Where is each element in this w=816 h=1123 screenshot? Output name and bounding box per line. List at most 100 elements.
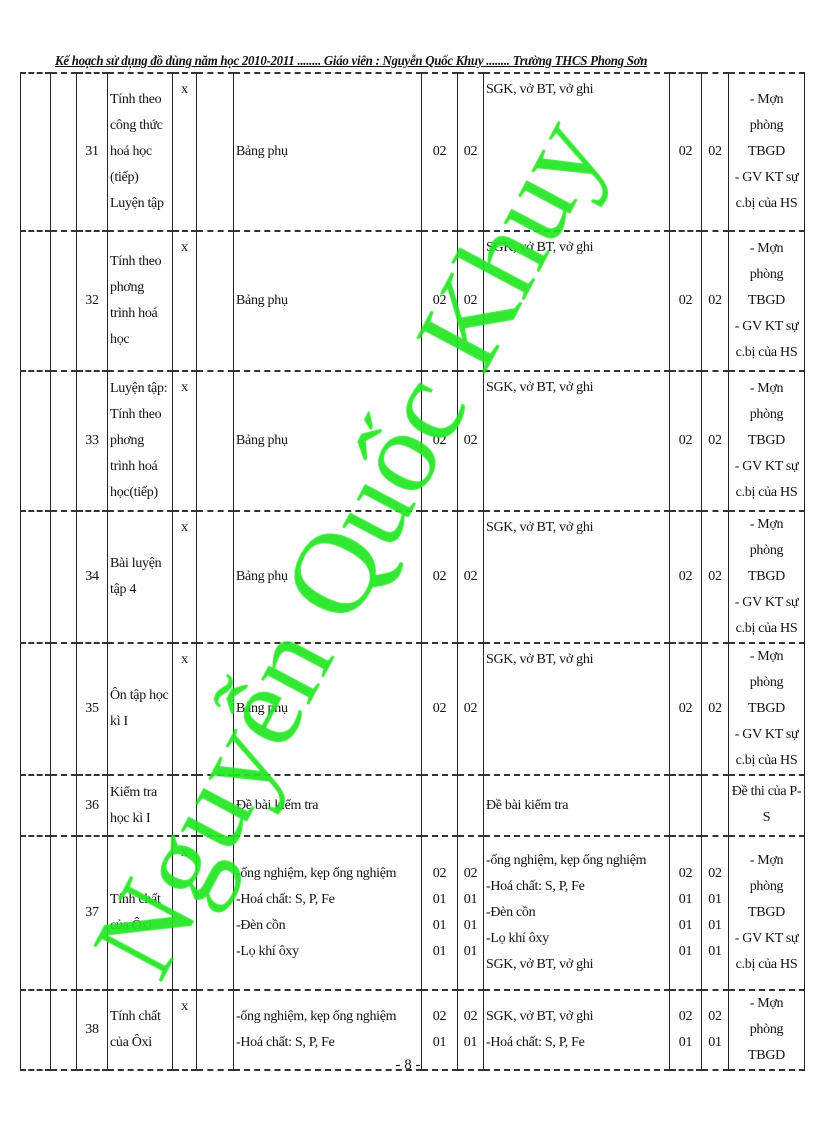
blank-col-3 — [196, 72, 234, 232]
lesson-title-line: (tiếp) — [110, 170, 139, 185]
quantity-2-line: 02 — [463, 866, 478, 881]
quantity-4-line: 02 — [708, 569, 722, 584]
lesson-title-line: Luyện tập — [110, 196, 164, 211]
quantity-4-line: 01 — [708, 1035, 722, 1050]
student-equipment-line: -Hoá chất: S, P, Fe — [486, 879, 585, 894]
blank-col-1 — [20, 370, 51, 512]
blank-col-1 — [20, 835, 51, 991]
notes-line: - GV KT sự — [734, 931, 799, 946]
lesson-title-line: học(tiếp) — [110, 485, 158, 500]
quantity-1-line: 02 — [432, 569, 447, 584]
lesson-title-line: học kì I — [110, 810, 151, 826]
blank-col-3 — [196, 642, 234, 776]
quantity-3-line: 02 — [678, 293, 693, 308]
blank-col-3 — [196, 370, 234, 512]
lesson-title-line: Ôn tập học — [110, 688, 169, 703]
teacher-equipment: Bảng phụ — [233, 370, 422, 512]
notes-line: - GV KT sự — [734, 727, 799, 742]
teacher-equipment: Đề bài kiểm tra — [233, 774, 422, 837]
lesson-title-line: Kiểm tra — [110, 784, 157, 800]
quantity-2-line: 01 — [463, 918, 478, 933]
table-row: 37 Tính chất của Ôxi x -ống nghiệm, kẹp ống … — [20, 835, 805, 991]
mark-x: x — [172, 642, 197, 776]
teacher-equipment-line: Bảng phụ — [236, 144, 288, 159]
quantity-4-line: 02 — [708, 144, 722, 159]
quantity-3-line: 02 — [678, 433, 693, 448]
mark-x: x — [172, 370, 197, 512]
quantity-2-line: 02 — [463, 701, 478, 716]
quantity-3-line: 01 — [678, 892, 693, 907]
quantity-1-line: 01 — [432, 1035, 447, 1050]
notes: - Mợn phòng TBGD - GV KT sự c.bị của HS — [728, 835, 805, 991]
quantity-2: 02 — [457, 370, 484, 512]
quantity-1-line: 02 — [432, 433, 447, 448]
notes-line: - Mợn — [749, 92, 784, 107]
teacher-equipment: -ống nghiệm, kẹp ống nghiệm -Hoá chất: S,… — [233, 835, 422, 991]
notes-line: c.bị của HS — [735, 485, 798, 500]
quantity-4-line: 02 — [708, 433, 722, 448]
quantity-1: 02 — [421, 230, 458, 372]
student-equipment-line: -Lọ khí ôxy — [486, 931, 549, 946]
blank-col-3 — [196, 230, 234, 372]
lesson-number: 32 — [76, 230, 108, 372]
notes-line: - Mợn — [749, 241, 784, 256]
student-equipment-line: SGK, vở BT, vở ghi — [486, 240, 594, 255]
notes-line: phòng TBGD — [748, 675, 785, 716]
quantity-4: 02 — [701, 230, 729, 372]
quantity-4 — [701, 774, 729, 837]
quantity-2: 02 — [457, 510, 484, 644]
teacher-equipment-line: -Lọ khí ôxy — [236, 944, 299, 959]
notes-line: c.bị của HS — [735, 957, 798, 972]
notes-line: - Mợn — [749, 853, 784, 868]
notes: Đề thi của P- S — [728, 774, 805, 837]
lesson-title-line: tập 4 — [110, 582, 137, 597]
blank-col-2 — [50, 230, 77, 372]
quantity-2: 02 — [457, 642, 484, 776]
quantity-2 — [457, 774, 484, 837]
quantity-1: 02 — [421, 510, 458, 644]
teacher-equipment: Bảng phụ — [233, 510, 422, 644]
notes-line: phòng TBGD — [748, 543, 785, 584]
notes-line: phòng TBGD — [748, 118, 785, 159]
quantity-2-line: 01 — [463, 892, 478, 907]
blank-col-1 — [20, 230, 51, 372]
student-equipment-line: SGK, vở BT, vở ghi — [486, 652, 594, 667]
quantity-2: 02 — [457, 230, 484, 372]
table-row: 35 Ôn tập học kì I x Bảng phụ 02 02 SGK, vở BT,… — [20, 642, 805, 776]
lesson-title-line: trình hoá — [110, 459, 158, 474]
quantity-2-line: 01 — [463, 1035, 478, 1050]
lesson-title-line: Tính theo — [110, 254, 162, 269]
quantity-3-line: 02 — [678, 144, 693, 159]
blank-col-2 — [50, 72, 77, 232]
page-number: - 8 - — [395, 1057, 421, 1073]
lesson-title-line: phơng — [110, 280, 144, 295]
quantity-3: 02 — [669, 642, 702, 776]
notes-line: c.bị của HS — [735, 621, 798, 636]
quantity-1-line: 02 — [432, 293, 447, 308]
quantity-3-line: 01 — [678, 1035, 693, 1050]
quantity-4-line: 01 — [708, 918, 722, 933]
lesson-title-line: công thức — [110, 118, 163, 133]
quantity-3: 02 — [669, 370, 702, 512]
notes-line: - GV KT sự — [734, 319, 799, 334]
table-row: 31 Tính theo công thức hoá học (tiếp) Luyện t… — [20, 72, 805, 232]
quantity-3-line: 02 — [678, 701, 693, 716]
lesson-title: Ôn tập học kì I — [107, 642, 173, 776]
lesson-title: Tính theo công thức hoá học (tiếp) Luyện tập — [107, 72, 173, 232]
quantity-4-line: 01 — [708, 892, 722, 907]
lesson-number: 31 — [76, 72, 108, 232]
lesson-title-line: của Ôxi — [110, 1035, 152, 1050]
quantity-3-line: 02 — [678, 1009, 693, 1024]
notes-line: c.bị của HS — [735, 753, 798, 768]
quantity-4-line: 02 — [708, 293, 722, 308]
quantity-1-line: 01 — [432, 892, 447, 907]
quantity-1: 02 — [421, 370, 458, 512]
mark-x: x — [172, 72, 197, 232]
page-header: Kế hoạch sử dụng đồ dùng năm học 2010-20… — [55, 54, 648, 69]
quantity-1-line: 02 — [432, 144, 447, 159]
student-equipment: SGK, vở BT, vở ghi — [483, 370, 670, 512]
blank-col-1 — [20, 510, 51, 644]
equipment-plan-table: 31 Tính theo công thức hoá học (tiếp) Luyện t… — [20, 72, 805, 1071]
blank-col-2 — [50, 774, 77, 837]
lesson-title-line: Luyện tập: — [110, 381, 168, 396]
